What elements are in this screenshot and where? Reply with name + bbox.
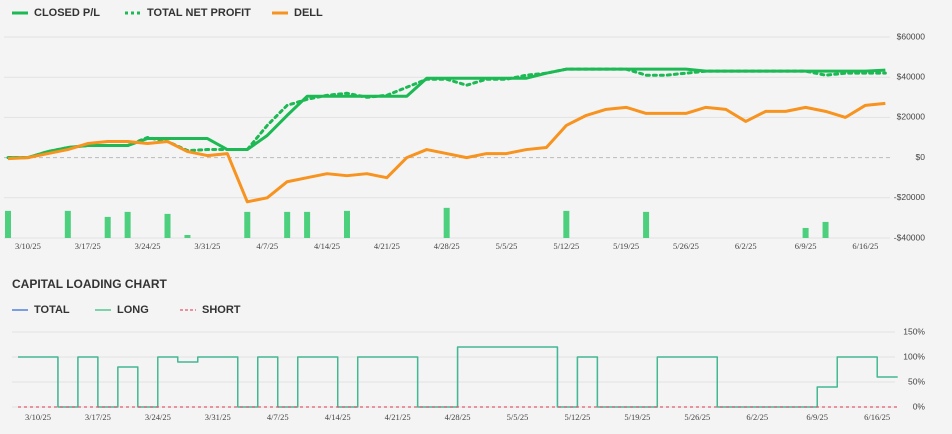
y-tick-label: -$20000	[894, 192, 925, 202]
x-tick-label: 4/7/25	[267, 412, 289, 422]
x-tick-label: 5/12/25	[564, 412, 590, 422]
x-tick-label: 4/14/25	[325, 412, 351, 422]
x-tick-label: 3/24/25	[135, 241, 161, 251]
x-tick-label: 3/10/25	[25, 412, 51, 422]
y-tick-label: $40000	[897, 71, 926, 81]
bar	[563, 210, 570, 238]
x-tick-label: 4/21/25	[385, 412, 411, 422]
x-tick-label: 4/28/25	[434, 241, 460, 251]
bar	[104, 216, 111, 238]
x-tick-label: 5/19/25	[624, 412, 650, 422]
x-tick-label: 4/21/25	[374, 241, 400, 251]
y-tick-label: $0	[916, 152, 926, 162]
series-line	[6, 67, 887, 160]
x-tick-label: 6/16/25	[864, 412, 890, 422]
bar	[184, 234, 191, 238]
x-tick-label: 4/7/25	[256, 241, 278, 251]
x-tick-label: 5/19/25	[613, 241, 639, 251]
x-tick-label: 5/26/25	[673, 241, 699, 251]
series-line	[7, 101, 886, 204]
x-tick-label: 3/24/25	[145, 412, 171, 422]
x-tick-label: 3/17/25	[75, 241, 101, 251]
x-tick-label: 6/16/25	[852, 241, 878, 251]
bar	[5, 210, 11, 238]
bar	[443, 207, 450, 238]
x-tick-label: 3/31/25	[205, 412, 231, 422]
legend-label: CLOSED P/L	[34, 7, 100, 19]
x-tick-label: 5/5/25	[496, 241, 518, 251]
bar	[64, 210, 71, 238]
legend-label: TOTAL	[34, 304, 70, 316]
bar	[304, 211, 311, 238]
y-tick-label: 50%	[908, 376, 925, 386]
bar	[343, 210, 350, 238]
x-tick-label: 4/28/25	[445, 412, 471, 422]
bar	[124, 211, 131, 238]
y-tick-label: 150%	[903, 326, 925, 336]
y-tick-label: 0%	[913, 401, 926, 411]
y-tick-label: $20000	[897, 112, 926, 122]
series-line	[8, 67, 886, 160]
x-tick-label: 3/31/25	[194, 241, 220, 251]
y-tick-label: -$40000	[894, 232, 925, 242]
bar	[822, 221, 829, 238]
x-tick-label: 3/10/25	[15, 241, 41, 251]
legend-label: SHORT	[202, 304, 241, 316]
x-tick-label: 6/2/25	[735, 241, 757, 251]
legend-label: DELL	[294, 7, 323, 19]
legend-label: TOTAL NET PROFIT	[147, 7, 251, 19]
bar	[164, 213, 171, 238]
bar	[244, 211, 251, 238]
x-tick-label: 3/17/25	[85, 412, 111, 422]
x-tick-label: 5/26/25	[684, 412, 710, 422]
series-line	[18, 346, 898, 408]
legend-label: LONG	[117, 304, 149, 316]
x-tick-label: 6/9/25	[806, 412, 828, 422]
x-tick-label: 6/9/25	[795, 241, 817, 251]
x-tick-label: 6/2/25	[746, 412, 768, 422]
bar	[643, 211, 650, 238]
bar	[284, 211, 291, 238]
chart-title: CAPITAL LOADING CHART	[12, 277, 168, 291]
y-tick-label: 100%	[903, 351, 925, 361]
y-tick-label: $60000	[897, 31, 926, 41]
x-tick-label: 5/12/25	[553, 241, 579, 251]
x-tick-label: 4/14/25	[314, 241, 340, 251]
bar	[802, 227, 809, 238]
x-tick-label: 5/5/25	[507, 412, 529, 422]
